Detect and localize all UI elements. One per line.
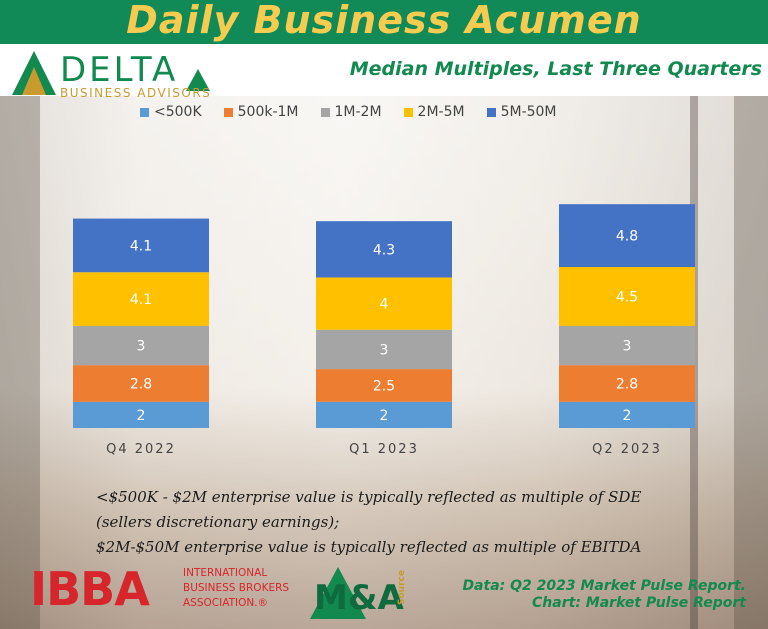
door-frame-right: [734, 96, 768, 629]
bar-segment: [559, 401, 695, 428]
legend-label: 5M-50M: [500, 104, 557, 120]
logo-wordmark: DELTA: [60, 50, 179, 90]
ibba-line-1: INTERNATIONAL: [183, 567, 268, 579]
door-frame-left: [0, 96, 40, 629]
source-note: Data: Q2 2023 Market Pulse Report. Chart…: [462, 578, 746, 612]
note-line-3: $2M-$50M enterprise value is typically r…: [96, 538, 642, 556]
ma-logo-subtext: Source: [397, 570, 407, 605]
data-label: 2.5: [373, 378, 395, 394]
legend-swatch: [140, 107, 149, 117]
bar-segment: [316, 401, 452, 428]
data-label: 2: [623, 408, 632, 424]
ibba-line-3: ASSOCIATION.®: [183, 597, 269, 609]
data-label: 3: [623, 339, 632, 355]
legend-item: 5M-50M: [486, 104, 557, 120]
ma-logo-text: M&A: [314, 578, 404, 618]
data-label: 2.8: [130, 376, 152, 392]
data-label: 4.1: [130, 292, 152, 308]
legend-label: 2M-5M: [417, 104, 465, 120]
bar-segment: [559, 204, 695, 268]
x-tick-label: Q1 2023: [349, 442, 419, 457]
delta-logo-icon: [12, 51, 210, 95]
x-tick-label: Q2 2023: [592, 442, 662, 457]
bar-segment: [559, 365, 695, 402]
ma-source-logo-icon: M&A Source: [310, 567, 407, 619]
legend-label: 1M-2M: [334, 104, 382, 120]
chart-legend: <500K 500k-1M 1M-2M 2M-5M 5M-50M: [140, 104, 660, 120]
bar-segment: [559, 267, 695, 326]
data-label: 4.8: [616, 229, 638, 245]
data-label: 2: [380, 408, 389, 424]
data-label: 3: [137, 339, 146, 355]
page-title: Daily Business Acumen: [126, 0, 642, 42]
legend-item: 500k-1M: [223, 104, 299, 120]
legend-swatch: [403, 107, 413, 117]
subtitle-band: [0, 44, 768, 96]
bar-segment: [316, 277, 452, 330]
data-label: 4.3: [373, 242, 395, 258]
legend-item: 2M-5M: [403, 104, 465, 120]
bar-segment: [316, 221, 452, 278]
legend-item: <500K: [140, 104, 202, 120]
note-line-1: <$500K - $2M enterprise value is typical…: [96, 488, 642, 506]
data-label: 4.5: [616, 289, 638, 305]
legend-swatch: [320, 107, 330, 117]
legend-item: 1M-2M: [320, 104, 382, 120]
bar-segment: [73, 365, 209, 402]
bar-segment: [73, 401, 209, 428]
bar-segment: [316, 329, 452, 370]
ibba-line-2: BUSINESS BROKERS: [183, 582, 290, 594]
bar-segment: [316, 369, 452, 402]
data-label: 2: [137, 408, 146, 424]
legend-label: 500k-1M: [237, 104, 299, 120]
bar-segment: [73, 272, 209, 326]
data-label: 2.8: [616, 376, 638, 392]
data-label: 4.1: [130, 238, 152, 254]
bar-segment: [73, 218, 209, 273]
logo-tagline: BUSINESS ADVISORS: [60, 86, 212, 100]
legend-swatch: [486, 107, 496, 117]
data-label: 4: [380, 297, 389, 313]
bar-segment: [559, 325, 695, 366]
ibba-logo-subtext: INTERNATIONAL BUSINESS BROKERS ASSOCIATI…: [183, 566, 313, 611]
data-label: 3: [380, 342, 389, 358]
legend-label: <500K: [154, 104, 202, 120]
source-line-2: Chart: Market Pulse Report: [532, 595, 746, 611]
note-line-2: (sellers discretionary earnings);: [96, 513, 340, 531]
x-tick-label: Q4 2022: [106, 442, 176, 457]
chart-subtitle: Median Multiples, Last Three Quarters: [349, 58, 762, 80]
bar-segment: [73, 325, 209, 366]
ibba-logo-text: IBBA: [30, 562, 150, 616]
title-band: [0, 0, 768, 44]
legend-swatch: [223, 107, 233, 117]
source-line-1: Data: Q2 2023 Market Pulse Report.: [462, 578, 746, 594]
